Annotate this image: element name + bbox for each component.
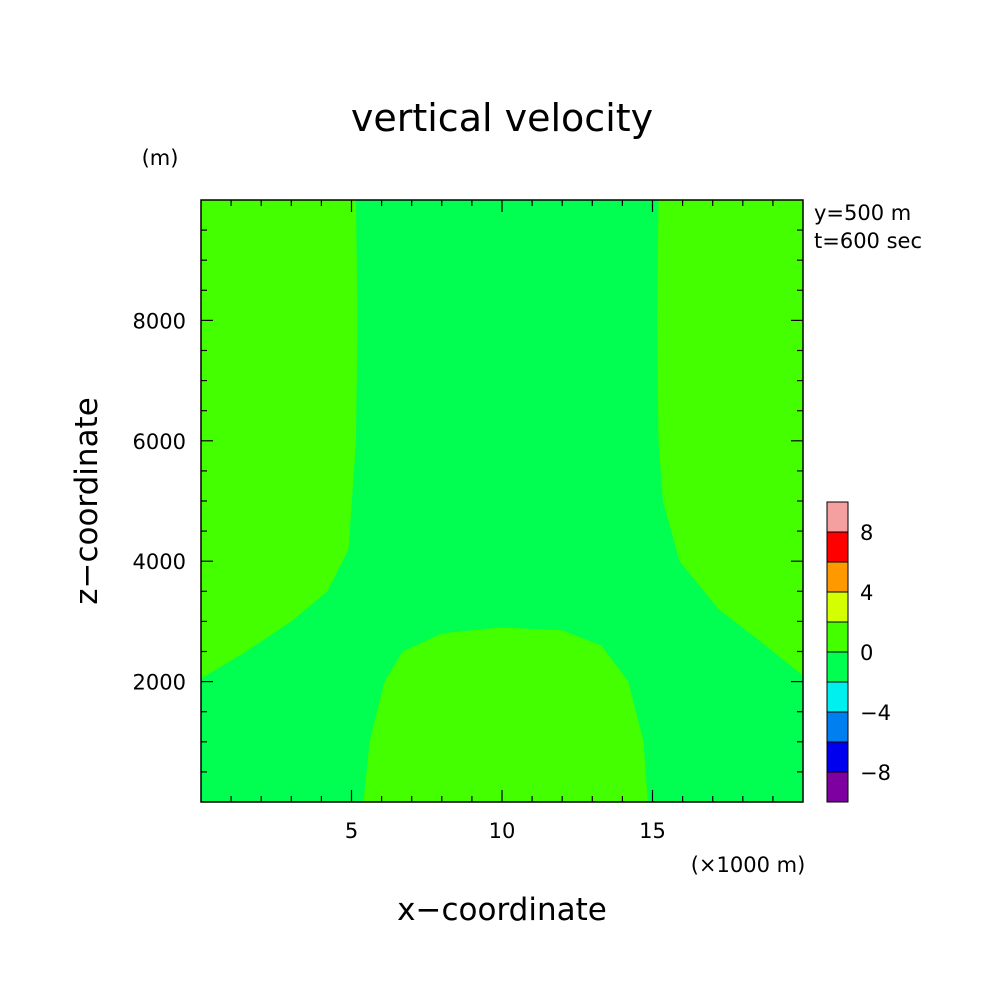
colorbar-labels: 8 4 0 −4 −8 — [860, 521, 891, 785]
y-axis-title: z−coordinate — [69, 397, 105, 605]
x-unit-label: (×1000 m) — [691, 853, 806, 877]
colorbar-swatch — [826, 531, 849, 563]
colorbar-swatch — [826, 741, 849, 773]
y-tick-label: 6000 — [133, 430, 186, 454]
x-tick-label: 10 — [489, 819, 516, 843]
y-unit-label: (m) — [142, 146, 179, 170]
colorbar-tick-label: 0 — [860, 641, 873, 665]
plot-frame — [200, 199, 804, 803]
colorbar-tick-label: −8 — [860, 761, 891, 785]
x-axis-title: x−coordinate — [397, 892, 607, 928]
y-tick-label: 4000 — [133, 550, 186, 574]
contour-region-2 — [657, 200, 803, 676]
colorbar-swatch — [826, 711, 849, 743]
colorbar-swatch — [826, 501, 849, 533]
colorbar-swatch — [826, 561, 849, 593]
y-tick-label: 2000 — [133, 671, 186, 695]
x-tick-label: 5 — [345, 819, 358, 843]
colorbar — [826, 501, 849, 803]
colorbar-tick-label: 4 — [860, 581, 873, 605]
chart-title: vertical velocity — [351, 96, 653, 140]
colorbar-tick-label: −4 — [860, 701, 891, 725]
colorbar-swatch — [826, 681, 849, 713]
colorbar-swatch — [826, 591, 849, 623]
colorbar-swatch — [826, 771, 849, 803]
contour-region-1 — [201, 200, 358, 679]
x-tick-labels: 5 10 15 — [345, 819, 666, 843]
axis-ticks — [201, 200, 803, 802]
annotation-t: t=600 sec — [814, 229, 922, 253]
y-tick-labels: 2000 4000 6000 8000 — [133, 309, 186, 694]
x-tick-label: 15 — [639, 819, 666, 843]
colorbar-swatch — [826, 651, 849, 683]
colorbar-tick-label: 8 — [860, 521, 873, 545]
y-tick-label: 8000 — [133, 309, 186, 333]
colorbar-swatch — [826, 621, 849, 653]
annotation-y: y=500 m — [814, 201, 911, 225]
plot-area — [201, 200, 803, 802]
contour-region-3 — [363, 627, 648, 802]
